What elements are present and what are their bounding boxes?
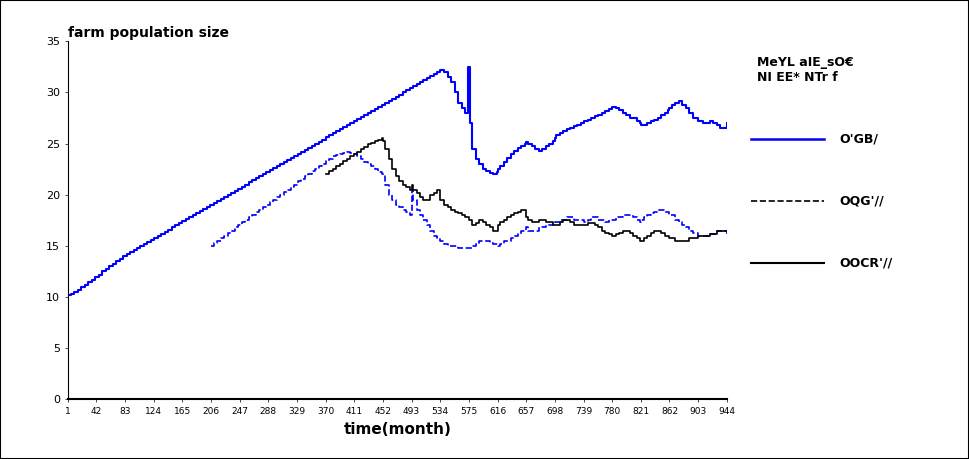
Text: MeYL aIE_sO€
NI EE* NTr f: MeYL aIE_sO€ NI EE* NTr f: [758, 56, 854, 84]
X-axis label: time(month): time(month): [343, 421, 452, 437]
Text: O'GB/: O'GB/: [840, 132, 879, 145]
Text: OQG'//: OQG'//: [840, 194, 885, 207]
Text: OOCR'//: OOCR'//: [840, 256, 893, 269]
Text: farm population size: farm population size: [68, 26, 229, 40]
